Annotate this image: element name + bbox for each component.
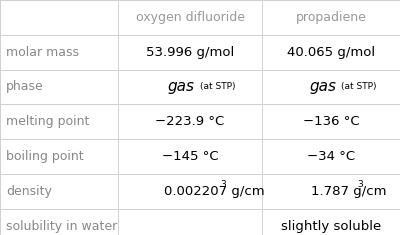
Text: 3: 3 bbox=[357, 180, 363, 189]
Text: 40.065 g/mol: 40.065 g/mol bbox=[287, 46, 375, 59]
Text: (at STP): (at STP) bbox=[200, 82, 236, 91]
Text: gas: gas bbox=[309, 79, 336, 94]
Text: (at STP): (at STP) bbox=[341, 82, 376, 91]
Text: melting point: melting point bbox=[6, 115, 89, 128]
Text: −145 °C: −145 °C bbox=[162, 150, 218, 163]
Text: boiling point: boiling point bbox=[6, 150, 84, 163]
Text: 53.996 g/mol: 53.996 g/mol bbox=[146, 46, 234, 59]
Text: 0.002207 g/cm: 0.002207 g/cm bbox=[164, 185, 265, 198]
Text: phase: phase bbox=[6, 80, 44, 94]
Text: propadiene: propadiene bbox=[296, 11, 366, 24]
Text: −223.9 °C: −223.9 °C bbox=[155, 115, 225, 128]
Text: slightly soluble: slightly soluble bbox=[281, 219, 381, 233]
Text: density: density bbox=[6, 185, 52, 198]
Text: −136 °C: −136 °C bbox=[303, 115, 359, 128]
Text: 1.787 g/cm: 1.787 g/cm bbox=[311, 185, 386, 198]
Text: molar mass: molar mass bbox=[6, 46, 79, 59]
Text: gas: gas bbox=[168, 79, 195, 94]
Text: −34 °C: −34 °C bbox=[307, 150, 355, 163]
Text: oxygen difluoride: oxygen difluoride bbox=[136, 11, 244, 24]
Text: 3: 3 bbox=[220, 180, 226, 189]
Text: solubility in water: solubility in water bbox=[6, 219, 117, 233]
